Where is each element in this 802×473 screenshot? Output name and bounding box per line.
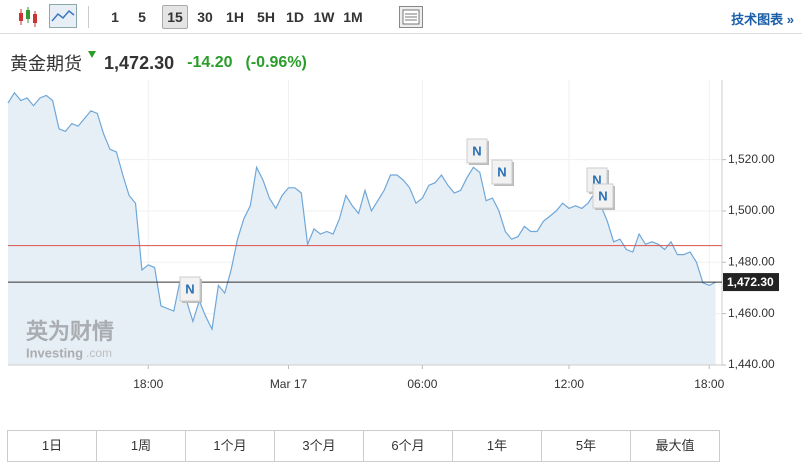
interval-button[interactable]: 30	[197, 9, 213, 25]
news-marker	[592, 183, 614, 209]
change-percent: (-0.96%)	[245, 54, 307, 71]
y-tick-label: 1,460.00	[728, 306, 775, 320]
interval-button[interactable]: 5	[138, 9, 146, 25]
range-buttons: 1日 1周 1个月 3个月 6个月 1年 5年 最大值	[7, 430, 720, 462]
x-tick-label: 12:00	[554, 377, 584, 391]
range-button[interactable]: 1年	[452, 430, 542, 462]
range-button[interactable]: 1个月	[185, 430, 275, 462]
news-marker-label: N	[497, 164, 506, 179]
interval-button[interactable]: 15	[162, 5, 188, 29]
range-button[interactable]: 5年	[541, 430, 631, 462]
interval-button[interactable]: 1W	[313, 9, 335, 25]
down-arrow	[88, 50, 97, 58]
last-price-box	[723, 273, 779, 292]
interval-button[interactable]: 5H	[257, 9, 275, 25]
range-button[interactable]: 最大值	[630, 430, 720, 462]
interval-button[interactable]: 1M	[343, 9, 363, 25]
news-marker-label: N	[592, 172, 601, 187]
x-tick-label: 18:00	[694, 377, 724, 391]
news-marker	[491, 159, 513, 185]
interval-button[interactable]: 1D	[286, 9, 304, 25]
y-tick-label: 1,440.00	[728, 357, 775, 371]
interval-button[interactable]: 1H	[226, 9, 244, 25]
instrument-name: 黄金期货	[10, 54, 82, 74]
x-tick-label: Mar 17	[270, 377, 308, 391]
watermark-domain: .com	[86, 346, 112, 360]
watermark-cn: 英为财情	[26, 319, 114, 344]
change: -14.20	[187, 54, 233, 71]
y-tick-label: 1,500.00	[728, 203, 775, 217]
range-button[interactable]: 1周	[96, 430, 186, 462]
x-tick-label: 18:00	[133, 377, 163, 391]
news-marker	[179, 276, 201, 302]
watermark: 英为财情 Investing .com	[26, 319, 114, 361]
technical-chart-link[interactable]: 技术图表 »	[731, 12, 794, 27]
chart: 1,440.00 1,460.00 1,480.00 1,500.00 1,520.00…	[7, 80, 779, 391]
range-button[interactable]: 6个月	[363, 430, 453, 462]
range-button[interactable]: 3个月	[274, 430, 364, 462]
separator	[88, 6, 89, 28]
y-tick-label: 1,520.00	[728, 152, 775, 166]
news-marker-label: N	[472, 143, 481, 158]
candle-icon[interactable]	[16, 5, 46, 29]
y-tick-label: 1,480.00	[728, 254, 775, 268]
range-button[interactable]: 1日	[7, 430, 97, 462]
price: 1,472.30	[104, 52, 175, 73]
x-tick-label: 06:00	[407, 377, 437, 391]
interval-button[interactable]: 1	[111, 9, 119, 25]
news-marker	[466, 138, 488, 164]
news-marker-label: N	[598, 188, 607, 203]
quote-header: 黄金期货 1,472.30 -14.20 (-0.96%)	[10, 50, 307, 76]
news-marker-label: N	[185, 281, 194, 296]
line-icon[interactable]	[49, 4, 77, 28]
table-icon[interactable]	[399, 6, 423, 28]
watermark-en: Investing	[26, 345, 83, 360]
last-price-label: 1,472.30	[727, 275, 774, 289]
toolbar: 1 5 15 30 1H 5H 1D 1W 1M 技术图表 »	[0, 0, 802, 34]
